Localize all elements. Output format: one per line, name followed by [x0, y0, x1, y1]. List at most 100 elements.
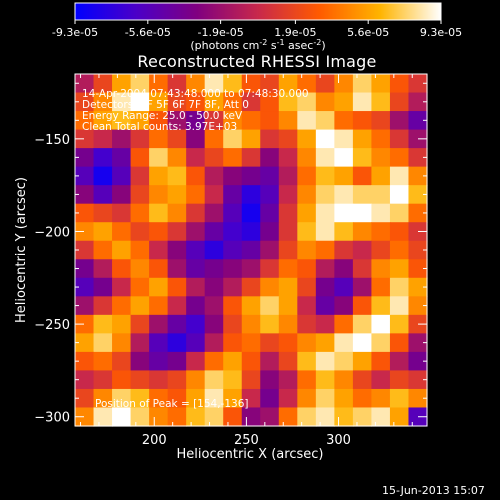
heatmap-cell	[297, 370, 317, 390]
colorbar-tick-label: 1.9e-05	[274, 26, 316, 39]
heatmap-cell	[371, 370, 391, 390]
heatmap-cell	[408, 259, 428, 279]
heatmap-cell	[260, 166, 280, 186]
heatmap-cell	[278, 351, 298, 372]
heatmap-cell	[389, 148, 410, 168]
heatmap-cell	[241, 166, 261, 186]
heatmap-cell	[186, 259, 206, 279]
heatmap-cell	[297, 333, 317, 353]
heatmap-cell	[315, 185, 335, 205]
y-tick-label: −300	[34, 411, 70, 426]
heatmap-cell	[167, 277, 187, 297]
heatmap-cell	[278, 296, 298, 316]
heatmap-cell	[93, 74, 113, 94]
heatmap-cell	[75, 240, 95, 260]
heatmap-cell	[352, 185, 373, 205]
heatmap-cell	[93, 203, 113, 223]
heatmap-cell	[112, 111, 132, 131]
heatmap-cell	[112, 314, 132, 334]
heatmap-cell	[260, 370, 280, 390]
heatmap-cell	[352, 277, 373, 297]
heatmap-cell	[112, 388, 132, 409]
heatmap-cell	[112, 222, 132, 242]
heatmap-cell	[167, 388, 187, 409]
heatmap-cell	[93, 296, 113, 316]
heatmap-cell	[204, 259, 224, 279]
heatmap-cell	[371, 92, 391, 112]
heatmap-cell	[93, 370, 113, 390]
heatmap-cell	[315, 111, 335, 131]
heatmap-cell	[223, 111, 243, 131]
info-energy-range: Energy Range: 25.0 - 50.0 keV	[82, 110, 243, 122]
heatmap-cell	[408, 296, 428, 316]
heatmap-cell	[223, 92, 243, 112]
heatmap-cell	[204, 166, 224, 186]
heatmap-cell	[334, 92, 354, 112]
heatmap-cell	[297, 92, 317, 112]
heatmap-cell	[371, 111, 391, 131]
heatmap-cell	[297, 185, 317, 205]
heatmap-cell	[352, 240, 373, 260]
heatmap-cell	[223, 148, 243, 168]
heatmap-cell	[130, 351, 150, 372]
heatmap-cell	[130, 296, 150, 316]
x-tick-label: 300	[326, 433, 351, 448]
heatmap-cell	[149, 222, 169, 242]
heatmap-cell	[75, 333, 95, 353]
heatmap-cell	[149, 240, 169, 260]
heatmap-cell	[204, 74, 224, 94]
heatmap-cell	[130, 407, 150, 427]
heatmap-cell	[278, 166, 298, 186]
heatmap-cell	[241, 314, 261, 334]
heatmap-cell	[408, 111, 428, 131]
heatmap-cell	[149, 92, 169, 112]
heatmap-cell	[130, 74, 150, 94]
heatmap-cell	[149, 351, 169, 372]
heatmap-cell	[297, 296, 317, 316]
colorbar-ticks	[74, 20, 442, 24]
heatmap-cell	[408, 351, 428, 372]
heatmap-cell	[204, 333, 224, 353]
heatmap-cell	[186, 111, 206, 131]
heatmap-cell	[315, 148, 335, 168]
heatmap-cell	[112, 92, 132, 112]
heatmap-cell	[75, 111, 95, 131]
heatmap-cell	[408, 92, 428, 112]
heatmap-cell	[408, 74, 428, 94]
heatmap-cell	[112, 259, 132, 279]
heatmap-cell	[130, 111, 150, 131]
heatmap-cell	[130, 203, 150, 223]
heatmap-cell	[75, 314, 95, 334]
heatmap-cell	[297, 314, 317, 334]
heatmap-cell	[204, 129, 224, 149]
heatmap-cell	[75, 222, 95, 242]
heatmap-cell	[112, 166, 132, 186]
heatmap-cell	[334, 370, 354, 390]
heatmap-cell	[93, 388, 113, 409]
colorbar-tick-label: 9.3e-05	[420, 26, 462, 39]
heatmap-cell	[241, 222, 261, 242]
heatmap-cell	[241, 277, 261, 297]
heatmap-cell	[223, 314, 243, 334]
heatmap-cell	[371, 333, 391, 353]
heatmap-cell	[371, 240, 391, 260]
heatmap-cell	[278, 74, 298, 94]
colorbar-unit-suffix: )	[321, 39, 325, 52]
footer-date: 15-Jun-2013 15:07	[382, 484, 485, 497]
heatmap-cell	[389, 92, 410, 112]
heatmap-cell	[334, 111, 354, 131]
heatmap-cell	[371, 351, 391, 372]
heatmap-cell	[241, 129, 261, 149]
heatmap-cell	[75, 129, 95, 149]
heatmap-cell	[352, 222, 373, 242]
heatmap-cell	[334, 351, 354, 372]
heatmap-cell	[186, 74, 206, 94]
heatmap-cell	[389, 388, 410, 409]
heatmap-cell	[186, 314, 206, 334]
heatmap-cell	[352, 111, 373, 131]
heatmap-cell	[241, 351, 261, 372]
heatmap-cell	[93, 148, 113, 168]
heatmap-cell	[241, 296, 261, 316]
heatmap-cell	[371, 203, 391, 223]
info-time-range: 14-Apr-2004 07:43:48.000 to 07:48:30.000	[82, 88, 309, 100]
